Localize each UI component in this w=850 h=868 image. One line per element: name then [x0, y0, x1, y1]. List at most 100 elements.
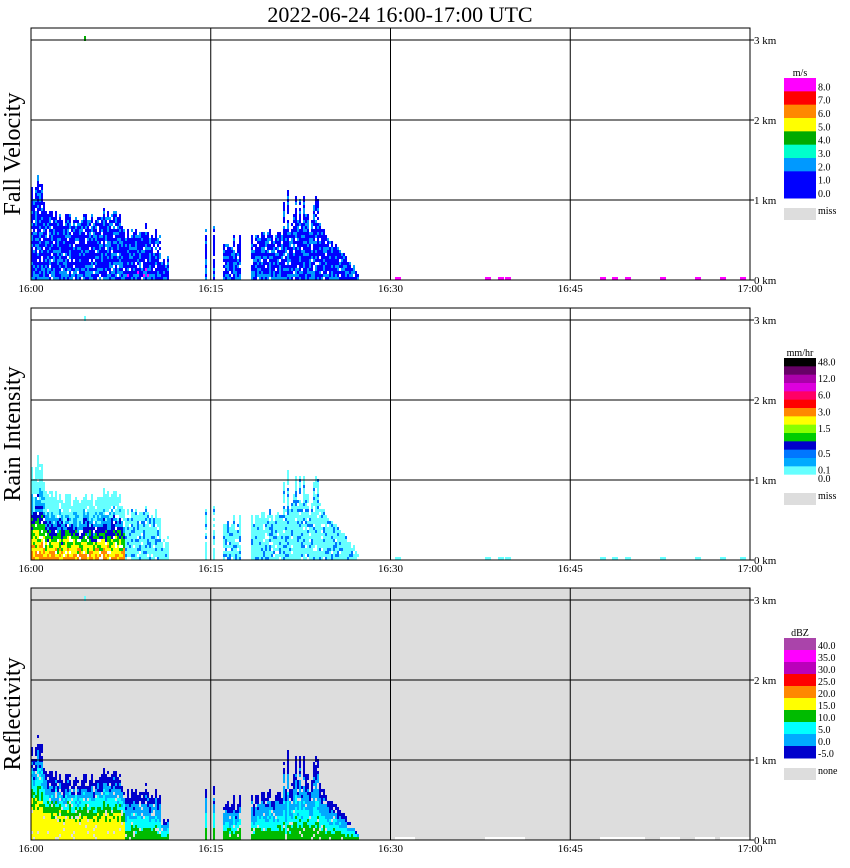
echo-cell [87, 220, 89, 223]
echo-cell [255, 542, 257, 545]
echo-cell [261, 539, 263, 542]
echo-cell [143, 539, 145, 542]
echo-cell [239, 524, 241, 527]
echo-cell [239, 244, 241, 247]
echo-cell [59, 807, 61, 810]
echo-cell [263, 265, 265, 268]
echo-cell [39, 506, 41, 509]
echo-cell [75, 253, 77, 256]
echo-cell [145, 530, 147, 533]
echo-cell [43, 536, 45, 539]
echo-cell [31, 265, 33, 268]
echo-cell [41, 241, 43, 244]
echo-cell [61, 780, 63, 783]
echo-cell [323, 244, 325, 247]
echo-cell [39, 205, 41, 208]
echo-cell [111, 500, 113, 503]
colorbar-swatch [784, 184, 816, 199]
echo-cell [61, 837, 63, 840]
echo-cell [47, 774, 49, 777]
echo-cell [33, 241, 35, 244]
echo-cell [269, 521, 271, 524]
echo-cell [337, 274, 339, 277]
echo-cell [263, 256, 265, 259]
echo-cell [59, 250, 61, 253]
echo-cell [87, 244, 89, 247]
echo-cell [317, 536, 319, 539]
echo-cell [125, 271, 127, 274]
echo-cell [259, 554, 261, 557]
echo-cell [39, 795, 41, 798]
echo-cell [261, 518, 263, 521]
echo-cell [105, 557, 107, 560]
echo-cell [269, 256, 271, 259]
echo-cell [337, 542, 339, 545]
echo-cell [39, 214, 41, 217]
echo-cell [269, 539, 271, 542]
echo-cell [227, 256, 229, 259]
echo-cell [299, 271, 301, 274]
echo-cell [103, 268, 105, 271]
echo-cell [105, 238, 107, 241]
echo-cell [67, 828, 69, 831]
echo-cell [51, 268, 53, 271]
echo-cell [113, 217, 115, 220]
echo-cell [111, 271, 113, 274]
echo-cell [33, 214, 35, 217]
echo-cell [271, 536, 273, 539]
echo-cell [131, 244, 133, 247]
echo-cell [325, 542, 327, 545]
echo-cell [167, 551, 169, 554]
echo-cell [35, 798, 37, 801]
echo-cell [55, 229, 57, 232]
echo-cell [307, 229, 309, 232]
echo-cell [289, 557, 291, 560]
echo-cell [295, 503, 297, 506]
echo-cell [115, 259, 117, 262]
echo-cell [329, 524, 331, 527]
echo-cell [347, 268, 349, 271]
echo-cell [65, 542, 67, 545]
echo-cell [73, 795, 75, 798]
echo-cell [41, 214, 43, 217]
echo-cell [115, 211, 117, 214]
echo-cell [31, 497, 33, 500]
echo-cell [65, 783, 67, 786]
echo-cell [267, 554, 269, 557]
echo-cell [303, 208, 305, 211]
echo-cell [73, 548, 75, 551]
echo-cell [79, 521, 81, 524]
echo-cell [47, 551, 49, 554]
echo-cell [277, 259, 279, 262]
echo-cell [35, 539, 37, 542]
echo-cell [131, 548, 133, 551]
echo-cell [265, 238, 267, 241]
echo-cell [55, 226, 57, 229]
echo-cell [309, 530, 311, 533]
echo-cell [323, 530, 325, 533]
echo-cell [329, 548, 331, 551]
echo-cell [39, 241, 41, 244]
echo-cell [317, 500, 319, 503]
echo-cell [35, 795, 37, 798]
echo-cell [43, 205, 45, 208]
echo-cell [145, 256, 147, 259]
x-tick-label: 16:15 [198, 563, 224, 575]
echo-cell [347, 262, 349, 265]
echo-cell [265, 557, 267, 560]
echo-cell [43, 244, 45, 247]
echo-cell [319, 250, 321, 253]
echo-cell [285, 539, 287, 542]
echo-cell [31, 250, 33, 253]
plot-frame [30, 307, 751, 561]
echo-cell [61, 259, 63, 262]
echo-cell [31, 771, 33, 774]
echo-cell [317, 253, 319, 256]
colorbar-swatch [784, 441, 816, 451]
echo-cell [77, 542, 79, 545]
echo-cell [251, 515, 253, 518]
echo-cell [275, 515, 277, 518]
echo-cell [71, 521, 73, 524]
echo-cell [55, 834, 57, 837]
echo-cell [101, 539, 103, 542]
